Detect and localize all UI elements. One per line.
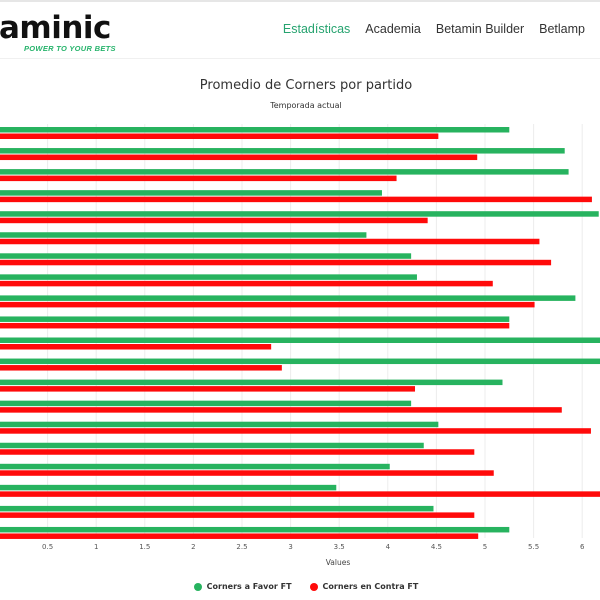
x-tick-label-1: 1 [94,543,98,551]
bar-favor-15 [0,421,439,428]
bar-contra-12 [0,365,282,371]
bar-contra-4 [0,196,592,203]
bar-contra-14 [0,407,562,413]
legend-label-favor: Corners a Favor FT [206,582,292,591]
bar-contra-7 [0,259,552,266]
bar-contra-15 [0,428,591,434]
nav-betlamp[interactable]: Betlamp [539,22,585,36]
x-tick-label-4.5: 4.5 [431,543,442,551]
bar-favor-6 [0,232,367,238]
bar-favor-10 [0,316,510,322]
bar-contra-9 [0,301,535,308]
nav-academia[interactable]: Academia [365,22,421,36]
bar-favor-12 [0,358,600,365]
x-axis-title: Values [326,558,351,567]
legend-label-contra: Corners en Contra FT [322,582,419,591]
legend-item-favor[interactable]: Corners a Favor FT [193,582,292,591]
chart-subtitle: Temporada actual [270,101,342,110]
chart-title: Promedio de Corners por partido [199,78,413,93]
x-tick-label-2: 2 [191,543,195,551]
bar-favor-8 [0,274,417,280]
bar-favor-13 [0,379,503,386]
bar-favor-14 [0,400,412,407]
x-tick-label-1.5: 1.5 [139,543,150,551]
brand-logo[interactable]: aminic POWER TO YOUR BETS [0,10,116,53]
bar-favor-7 [0,253,412,259]
bar-contra-18 [0,491,600,497]
bar-contra-6 [0,238,540,245]
bar-favor-1 [0,127,510,133]
bar-favor-18 [0,484,337,491]
bar-favor-9 [0,295,576,301]
bar-contra-3 [0,175,397,182]
bar-favor-19 [0,505,434,512]
x-tick-label-5: 5 [483,543,487,551]
bar-contra-5 [0,217,428,224]
bar-favor-11 [0,337,600,343]
nav-betamin-builder[interactable]: Betamin Builder [435,22,525,36]
top-border [0,0,600,2]
legend-dot-contra [309,582,318,591]
bar-contra-20 [0,533,479,539]
bar-contra-19 [0,512,475,518]
logo-tagline: POWER TO YOUR BETS [24,44,116,53]
nav-estadisticas[interactable]: Estadísticas [282,22,351,36]
bar-favor-20 [0,526,510,533]
header-divider [0,58,600,59]
bar-favor-4 [0,190,382,196]
x-tick-label-4: 4 [386,543,391,551]
x-tick-label-0.5: 0.5 [42,543,53,551]
x-tick-label-5.5: 5.5 [528,543,539,551]
legend-dot-favor [193,582,202,591]
chart-legend: Corners a Favor FT Corners en Contra FT [0,582,600,591]
bar-contra-10 [0,322,510,329]
bar-contra-11 [0,344,272,350]
bar-favor-3 [0,169,569,175]
bar-favor-17 [0,463,390,470]
x-tick-label-6: 6 [580,543,585,551]
x-tick-label-3.5: 3.5 [334,543,345,551]
logo-wordmark: aminic [0,10,111,46]
bar-favor-5 [0,211,599,217]
bar-contra-2 [0,154,478,161]
bar-contra-8 [0,280,493,287]
main-nav: Estadísticas Academia Betamin Builder Be… [283,22,585,36]
x-tick-label-2.5: 2.5 [236,543,247,551]
legend-item-contra[interactable]: Corners en Contra FT [309,582,419,591]
bar-contra-1 [0,133,439,139]
bar-contra-17 [0,470,494,476]
bar-favor-2 [0,148,565,154]
bar-contra-13 [0,386,416,392]
bar-favor-16 [0,442,424,449]
x-tick-label-3: 3 [288,543,292,551]
bar-contra-16 [0,449,475,455]
